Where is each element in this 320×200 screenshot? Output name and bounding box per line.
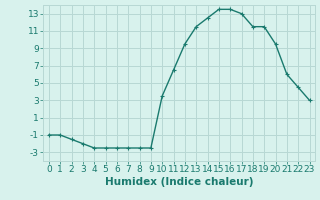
X-axis label: Humidex (Indice chaleur): Humidex (Indice chaleur) <box>105 177 253 187</box>
